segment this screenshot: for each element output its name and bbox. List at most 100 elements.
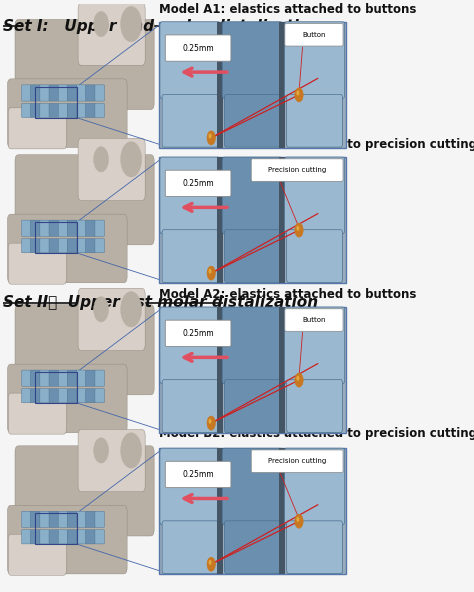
FancyBboxPatch shape — [160, 448, 220, 525]
FancyBboxPatch shape — [224, 95, 280, 147]
FancyBboxPatch shape — [165, 35, 231, 61]
FancyBboxPatch shape — [222, 22, 283, 98]
Text: Precision cutting: Precision cutting — [268, 167, 326, 173]
Circle shape — [120, 141, 142, 177]
FancyBboxPatch shape — [58, 370, 68, 387]
FancyBboxPatch shape — [162, 230, 218, 282]
FancyBboxPatch shape — [58, 388, 68, 403]
FancyBboxPatch shape — [77, 388, 86, 403]
FancyBboxPatch shape — [21, 220, 31, 236]
FancyBboxPatch shape — [31, 370, 40, 387]
Circle shape — [209, 133, 211, 139]
Text: Model A1: elastics attached to buttons: Model A1: elastics attached to buttons — [159, 2, 416, 15]
FancyBboxPatch shape — [251, 159, 343, 181]
FancyBboxPatch shape — [287, 521, 343, 574]
FancyBboxPatch shape — [77, 530, 86, 544]
FancyBboxPatch shape — [58, 511, 68, 527]
FancyBboxPatch shape — [287, 230, 343, 282]
FancyBboxPatch shape — [77, 239, 86, 253]
FancyBboxPatch shape — [86, 370, 95, 387]
FancyBboxPatch shape — [8, 243, 66, 284]
Text: 0.25mm: 0.25mm — [182, 44, 214, 53]
FancyBboxPatch shape — [15, 305, 154, 395]
FancyBboxPatch shape — [40, 239, 49, 253]
FancyBboxPatch shape — [58, 85, 68, 101]
Circle shape — [295, 514, 303, 528]
FancyBboxPatch shape — [58, 530, 68, 544]
FancyBboxPatch shape — [31, 530, 40, 544]
Text: 0.25mm: 0.25mm — [182, 329, 214, 338]
FancyBboxPatch shape — [67, 104, 77, 118]
FancyBboxPatch shape — [49, 370, 59, 387]
Circle shape — [295, 373, 303, 387]
FancyBboxPatch shape — [40, 388, 49, 403]
FancyBboxPatch shape — [31, 85, 40, 101]
FancyBboxPatch shape — [8, 214, 127, 283]
FancyBboxPatch shape — [8, 393, 66, 434]
FancyBboxPatch shape — [86, 104, 95, 118]
FancyBboxPatch shape — [15, 155, 154, 245]
FancyBboxPatch shape — [86, 85, 95, 101]
Bar — [35, 87, 77, 118]
FancyBboxPatch shape — [8, 79, 127, 147]
FancyBboxPatch shape — [67, 530, 77, 544]
FancyBboxPatch shape — [31, 388, 40, 403]
FancyBboxPatch shape — [86, 239, 95, 253]
FancyBboxPatch shape — [160, 307, 220, 384]
Circle shape — [209, 419, 211, 424]
Circle shape — [93, 297, 109, 322]
FancyBboxPatch shape — [31, 239, 40, 253]
FancyBboxPatch shape — [165, 461, 231, 488]
Bar — [279, 157, 285, 283]
FancyBboxPatch shape — [162, 521, 218, 574]
Circle shape — [209, 560, 211, 565]
FancyBboxPatch shape — [77, 370, 86, 387]
FancyBboxPatch shape — [49, 220, 59, 236]
FancyBboxPatch shape — [49, 388, 59, 403]
FancyBboxPatch shape — [165, 320, 231, 346]
FancyBboxPatch shape — [285, 309, 343, 332]
Circle shape — [93, 438, 109, 463]
FancyBboxPatch shape — [40, 370, 49, 387]
FancyBboxPatch shape — [21, 104, 31, 118]
FancyBboxPatch shape — [284, 22, 345, 98]
FancyBboxPatch shape — [8, 364, 127, 433]
FancyBboxPatch shape — [287, 95, 343, 147]
FancyBboxPatch shape — [78, 288, 145, 350]
Bar — [217, 157, 223, 283]
FancyBboxPatch shape — [49, 85, 59, 101]
FancyBboxPatch shape — [86, 530, 95, 544]
FancyBboxPatch shape — [49, 511, 59, 527]
FancyBboxPatch shape — [40, 530, 49, 544]
FancyBboxPatch shape — [95, 370, 104, 387]
FancyBboxPatch shape — [162, 379, 218, 432]
Circle shape — [207, 416, 215, 430]
FancyBboxPatch shape — [77, 220, 86, 236]
Bar — [35, 372, 77, 403]
FancyBboxPatch shape — [86, 220, 95, 236]
FancyBboxPatch shape — [95, 220, 104, 236]
FancyBboxPatch shape — [251, 450, 343, 472]
FancyBboxPatch shape — [31, 220, 40, 236]
FancyBboxPatch shape — [8, 108, 66, 149]
Bar — [217, 21, 223, 148]
FancyBboxPatch shape — [287, 379, 343, 432]
FancyBboxPatch shape — [95, 388, 104, 403]
FancyBboxPatch shape — [21, 530, 31, 544]
FancyBboxPatch shape — [77, 85, 86, 101]
FancyBboxPatch shape — [78, 3, 145, 65]
FancyBboxPatch shape — [224, 521, 280, 574]
FancyBboxPatch shape — [31, 511, 40, 527]
Circle shape — [209, 269, 211, 274]
FancyBboxPatch shape — [285, 24, 343, 46]
FancyBboxPatch shape — [224, 230, 280, 282]
FancyBboxPatch shape — [21, 239, 31, 253]
FancyBboxPatch shape — [49, 104, 59, 118]
Bar — [279, 307, 285, 433]
FancyBboxPatch shape — [95, 85, 104, 101]
FancyBboxPatch shape — [21, 85, 31, 101]
Circle shape — [120, 433, 142, 468]
FancyBboxPatch shape — [58, 104, 68, 118]
Bar — [159, 307, 346, 433]
FancyBboxPatch shape — [49, 530, 59, 544]
